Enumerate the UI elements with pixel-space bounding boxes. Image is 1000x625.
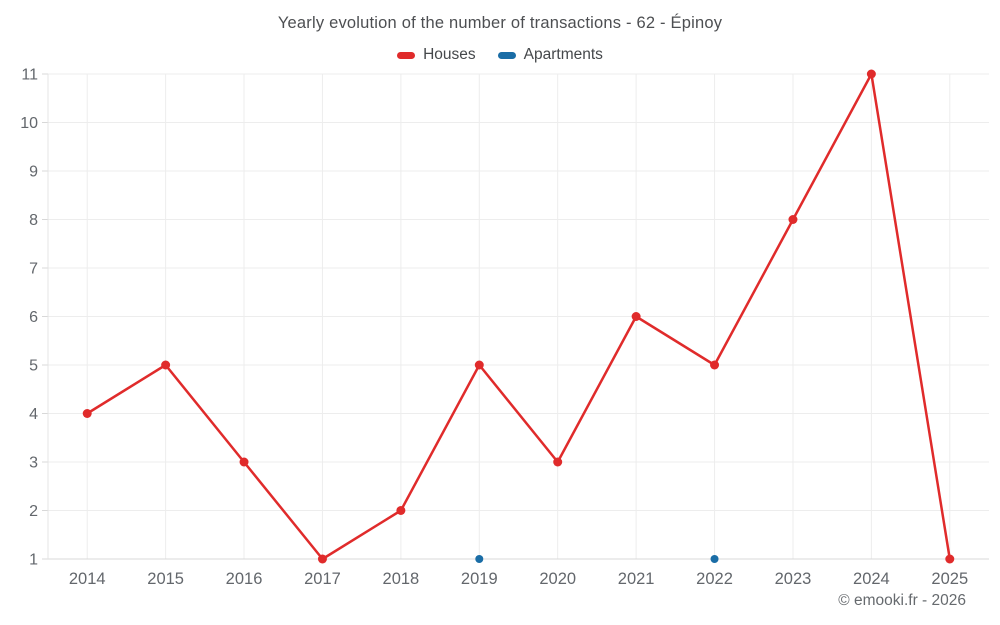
- x-axis-label: 2015: [147, 570, 184, 588]
- legend-label-apartments: Apartments: [523, 46, 603, 63]
- x-axis-label: 2025: [931, 570, 968, 588]
- y-axis-label: 2: [29, 503, 38, 520]
- data-point-apartments-2022[interactable]: [710, 555, 719, 563]
- y-axis-label: 7: [29, 261, 38, 278]
- data-point-houses-2024[interactable]: [866, 69, 876, 79]
- data-point-houses-2023[interactable]: [788, 215, 798, 224]
- data-point-apartments-2019[interactable]: [475, 555, 484, 563]
- chart-legend: Houses Apartments: [0, 46, 1000, 64]
- data-point-houses-2018[interactable]: [396, 506, 406, 515]
- y-axis-label: 11: [21, 67, 38, 84]
- x-axis-label: 2016: [226, 570, 263, 588]
- y-axis-label: 5: [29, 358, 38, 375]
- data-point-houses-2022[interactable]: [710, 360, 720, 370]
- x-axis-label: 2023: [775, 570, 812, 588]
- y-axis-label: 1: [29, 552, 38, 569]
- x-axis-label: 2018: [383, 570, 420, 588]
- chart-title: Yearly evolution of the number of transa…: [277, 14, 723, 32]
- data-point-houses-2015[interactable]: [161, 360, 171, 370]
- y-axis-label: 3: [29, 455, 38, 472]
- x-axis-label: 2021: [618, 570, 655, 588]
- series-line-houses: [85, 72, 952, 561]
- x-axis-label: 2024: [853, 570, 890, 588]
- data-point-houses-2020[interactable]: [553, 457, 563, 467]
- apartments-legend-swatch-icon: [497, 51, 516, 59]
- data-point-houses-2021[interactable]: [631, 312, 641, 321]
- data-point-houses-2019[interactable]: [474, 360, 484, 370]
- legend-item-houses[interactable]: Houses: [397, 46, 476, 64]
- y-axis-label: 9: [29, 164, 38, 181]
- x-axis-label: 2019: [461, 570, 498, 588]
- houses-legend-swatch-icon: [397, 51, 416, 59]
- legend-item-apartments[interactable]: Apartments: [497, 46, 603, 64]
- y-axis-label: 4: [29, 406, 38, 423]
- y-axis-label: 10: [20, 115, 38, 132]
- x-axis-label: 2022: [696, 570, 733, 588]
- data-point-houses-2016[interactable]: [239, 457, 249, 467]
- legend-label-houses: Houses: [423, 46, 476, 63]
- y-axis-label: 6: [29, 309, 38, 326]
- x-axis-label: 2020: [539, 570, 576, 588]
- data-point-houses-2014[interactable]: [82, 409, 92, 418]
- x-axis-label: 2017: [304, 570, 341, 588]
- y-axis-label: 8: [29, 212, 38, 229]
- data-point-houses-2017[interactable]: [317, 554, 327, 564]
- data-point-houses-2025[interactable]: [945, 554, 955, 564]
- copyright-watermark: © emooki.fr - 2026: [838, 592, 966, 609]
- x-axis-label: 2014: [69, 570, 106, 588]
